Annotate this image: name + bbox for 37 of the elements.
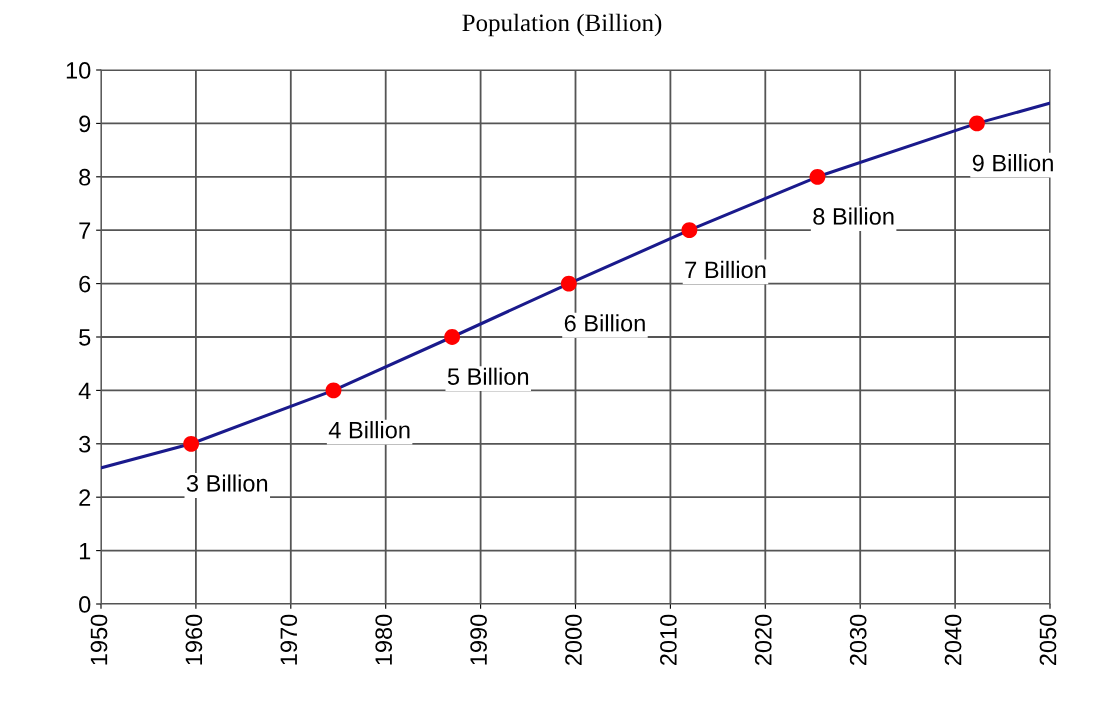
- y-tick-label: 8: [79, 168, 91, 186]
- x-tick-label: 2040: [944, 614, 962, 666]
- y-tick-label: 4: [78, 382, 91, 399]
- y-tick-label: 1: [79, 542, 91, 560]
- x-tick-label: 2020: [754, 614, 772, 666]
- x-tick-label: 2030: [849, 614, 867, 666]
- point: [444, 329, 461, 345]
- point: [325, 382, 342, 399]
- y-tick-label: 7: [79, 222, 91, 239]
- y-tick-label: 0: [79, 596, 91, 613]
- annotation: 6 Billion: [564, 314, 645, 332]
- annotation: 8 Billion: [813, 207, 894, 225]
- x-tick-label: 2000: [565, 614, 582, 666]
- y-tick-label: 3: [79, 435, 91, 453]
- point: [809, 168, 826, 185]
- y-tick-label: 5: [79, 329, 91, 346]
- annotation: 4 Billion: [328, 421, 410, 439]
- annotation: 3 Billion: [186, 474, 268, 492]
- x-tick-label: 1980: [375, 614, 393, 665]
- x-tick-label: 1960: [185, 614, 203, 665]
- point: [560, 275, 577, 292]
- point: [183, 435, 200, 452]
- annotation: 7 Billion: [685, 260, 766, 279]
- y-tick-label: 9: [79, 115, 91, 133]
- annotation: 5 Billion: [447, 367, 529, 385]
- point: [969, 115, 985, 132]
- chart-title: Population (Billion): [462, 13, 662, 37]
- y-tick-label: 6: [79, 275, 91, 293]
- x-tick-label: 1990: [470, 614, 487, 665]
- point: [681, 222, 698, 239]
- y-tick-label: 2: [79, 489, 91, 506]
- y-tick-label: 10: [66, 62, 91, 79]
- x-tick-label: 2050: [1039, 614, 1057, 666]
- x-tick-label: 1950: [90, 614, 108, 665]
- x-tick-label: 1970: [280, 614, 298, 665]
- x-tick-label: 2010: [660, 614, 677, 666]
- annotation: 9 Billion: [972, 154, 1053, 172]
